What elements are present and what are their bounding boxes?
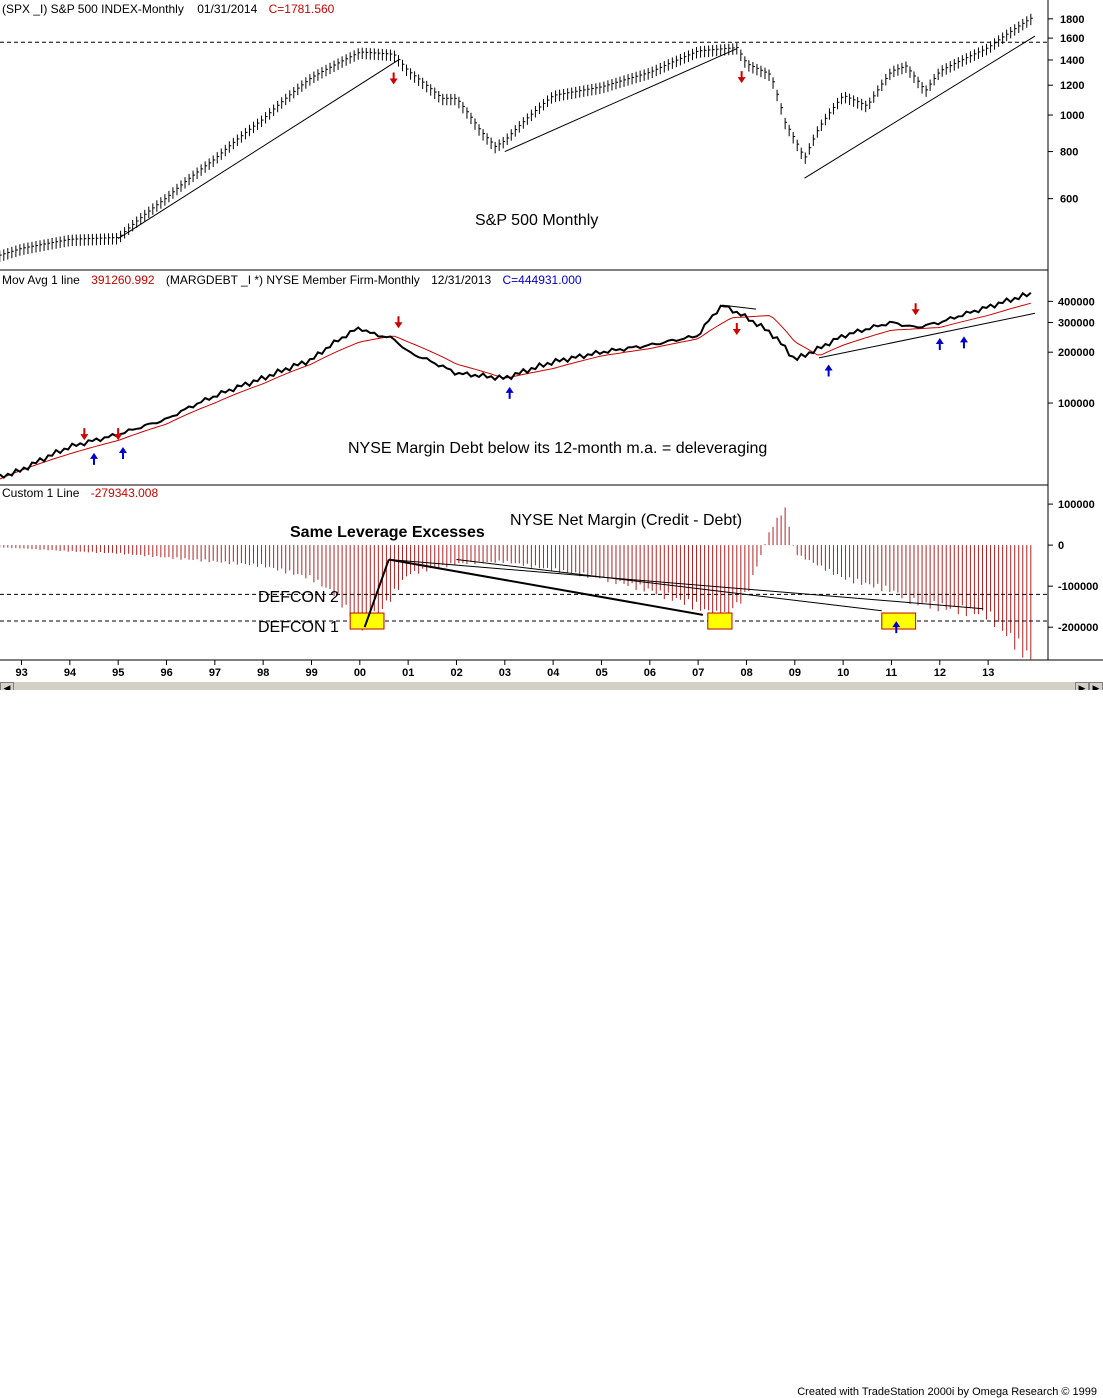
x-tick-label: 94 <box>64 667 77 679</box>
trendline <box>804 35 1036 179</box>
footer: Created with TradeStation 2000i by Omega… <box>0 690 1103 1398</box>
x-tick-label: 09 <box>789 667 801 679</box>
footer-credit: Created with TradeStation 2000i by Omega… <box>797 1386 1097 1398</box>
sell-arrow-icon <box>389 72 398 85</box>
panel2-header: Mov Avg 1 line 391260.992 (MARGDEBT _I *… <box>2 273 582 287</box>
x-tick-label: 05 <box>595 667 607 679</box>
chart-canvas: 1800160014001200100080060040000030000020… <box>0 0 1103 679</box>
y-tick-label: 0 <box>1058 540 1064 552</box>
y-tick-label: 1200 <box>1060 80 1084 92</box>
margin-debt-plot <box>0 291 1036 480</box>
buy-arrow-icon <box>959 336 968 349</box>
panel2-value: 391260.992 <box>91 273 155 287</box>
trendline <box>722 304 757 310</box>
y-tick-label: 1600 <box>1060 33 1084 45</box>
x-tick-label: 12 <box>934 667 946 679</box>
net-margin-plot <box>0 507 1048 660</box>
buy-arrow-icon <box>892 621 901 634</box>
moving-average-line <box>0 302 1031 480</box>
sell-arrow-icon <box>394 316 403 329</box>
x-tick-label: 93 <box>16 667 28 679</box>
leverage-note: Same Leverage Excesses <box>290 524 485 541</box>
x-tick-label: 97 <box>209 667 221 679</box>
y-tick-label: 800 <box>1060 147 1078 159</box>
x-tick-label: 04 <box>547 667 560 679</box>
panel2-date: 12/31/2013 <box>431 273 491 287</box>
leverage-line <box>388 558 704 616</box>
panel2-study: Mov Avg 1 line <box>2 273 80 287</box>
x-tick-label: 00 <box>354 667 366 679</box>
x-tick-label: 01 <box>402 667 414 679</box>
sell-arrow-icon <box>737 71 746 84</box>
y-tick-label: 400000 <box>1058 296 1095 308</box>
panel3-header: Custom 1 Line -279343.008 <box>2 486 158 500</box>
panel1-header: (SPX _I) S&P 500 INDEX-Monthly 01/31/201… <box>2 2 335 16</box>
panel3-title: NYSE Net Margin (Credit - Debt) <box>510 512 742 529</box>
buy-arrow-icon <box>505 386 514 399</box>
leverage-line <box>388 558 984 610</box>
y-tick-label: 1000 <box>1060 110 1084 122</box>
x-tick-label: 96 <box>160 667 172 679</box>
panel1-annotation: S&P 500 Monthly <box>475 212 598 229</box>
x-tick-label: 02 <box>450 667 462 679</box>
x-tick-label: 10 <box>837 667 849 679</box>
defcon2-label: DEFCON 2 <box>258 589 339 606</box>
panel2-annotation: NYSE Margin Debt below its 12-month m.a.… <box>348 440 767 457</box>
panel1-close: C=1781.560 <box>269 2 335 16</box>
y-tick-label: 1800 <box>1060 14 1084 26</box>
x-tick-label: 13 <box>982 667 994 679</box>
margin-debt-line <box>0 291 1032 479</box>
buy-arrow-icon <box>935 337 944 350</box>
x-tick-label: 11 <box>885 667 897 679</box>
trendline <box>504 48 738 153</box>
y-tick-label: 300000 <box>1058 317 1095 329</box>
excess-highlight-box <box>881 612 917 630</box>
y-tick-label: 200000 <box>1058 347 1095 359</box>
panel1-symbol: (SPX _I) S&P 500 INDEX-Monthly <box>2 2 184 16</box>
excess-highlight-box <box>707 612 733 630</box>
y-tick-label: -200000 <box>1058 622 1098 634</box>
buy-arrow-icon <box>824 364 833 377</box>
panel3-value: -279343.008 <box>91 486 159 500</box>
leverage-line <box>363 559 390 628</box>
sp500-plot <box>0 13 1048 263</box>
sell-arrow-icon <box>114 428 123 441</box>
y-tick-label: 100000 <box>1058 398 1095 410</box>
x-tick-label: 03 <box>499 667 511 679</box>
x-tick-label: 07 <box>692 667 704 679</box>
y-tick-label: 600 <box>1060 194 1078 206</box>
buy-arrow-icon <box>118 446 127 459</box>
sell-arrow-icon <box>911 303 920 316</box>
leverage-line <box>456 558 882 612</box>
x-tick-label: 98 <box>257 667 269 679</box>
axes-group: 1800160014001200100080060040000030000020… <box>16 14 1099 679</box>
x-tick-label: 06 <box>644 667 656 679</box>
trendline <box>818 312 1036 359</box>
panel2-symbol: (MARGDEBT _I *) NYSE Member Firm-Monthly <box>166 273 420 287</box>
panel2-close: C=444931.000 <box>503 273 582 287</box>
panel3-study: Custom 1 Line <box>2 486 80 500</box>
x-tick-label: 95 <box>112 667 124 679</box>
trendline <box>117 59 399 240</box>
sell-arrow-icon <box>732 322 741 335</box>
x-tick-label: 08 <box>740 667 752 679</box>
x-tick-label: 99 <box>305 667 317 679</box>
buy-arrow-icon <box>89 452 98 465</box>
defcon1-label: DEFCON 1 <box>258 619 339 636</box>
y-tick-label: 1400 <box>1060 55 1084 67</box>
y-tick-label: -100000 <box>1058 581 1098 593</box>
sell-arrow-icon <box>80 428 89 441</box>
y-tick-label: 100000 <box>1058 499 1095 511</box>
panel1-date: 01/31/2014 <box>197 2 257 16</box>
